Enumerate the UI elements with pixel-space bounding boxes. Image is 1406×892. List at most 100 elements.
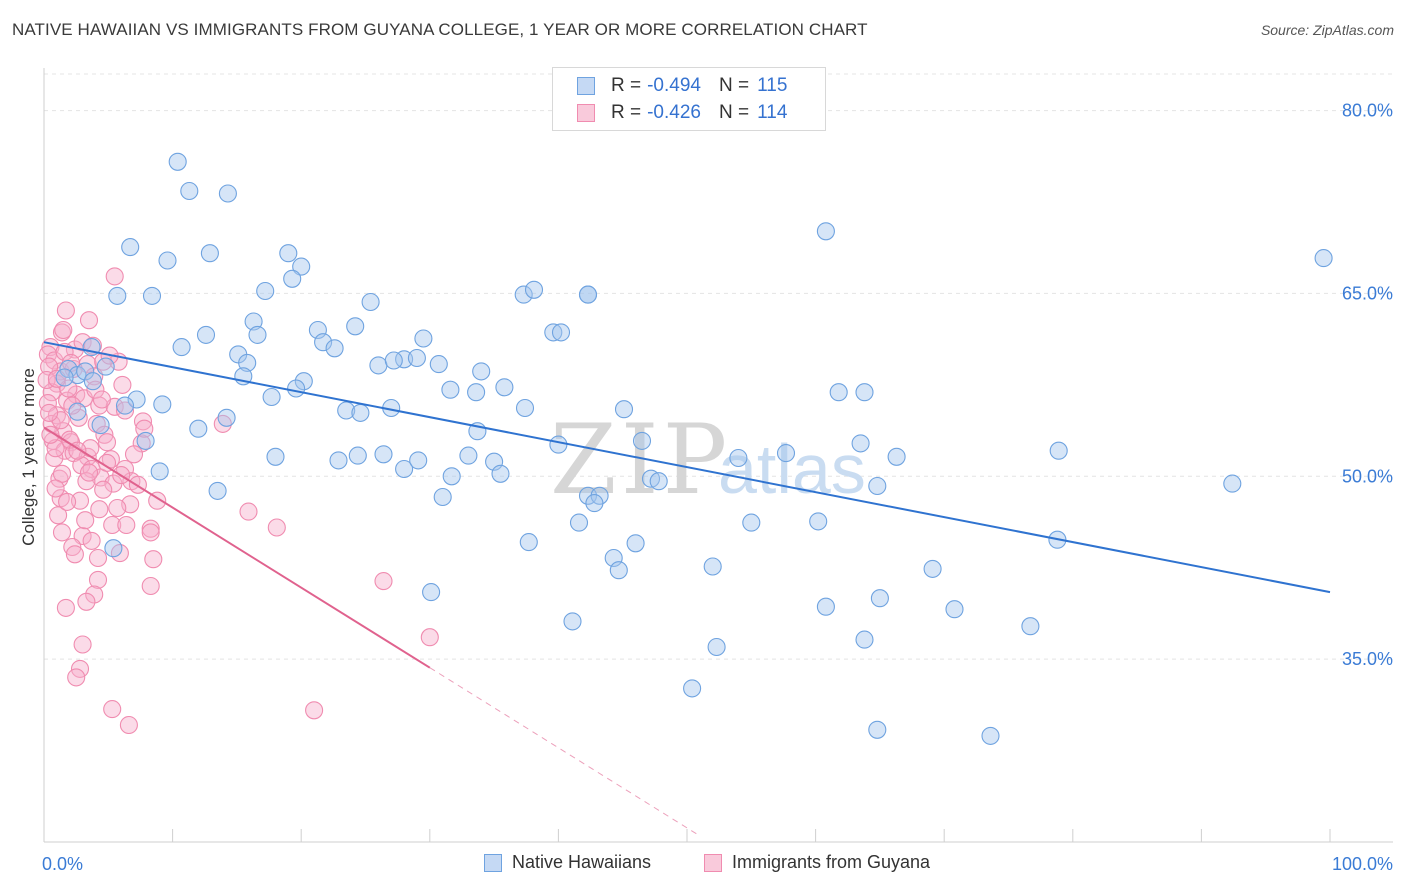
- point-guyana: [54, 320, 73, 340]
- point-native-hawaiian: [108, 286, 127, 305]
- point-native-hawaiian: [945, 600, 964, 619]
- point-guyana: [90, 500, 109, 519]
- point-native-hawaiian: [115, 396, 135, 415]
- chart-title: NATIVE HAWAIIAN VS IMMIGRANTS FROM GUYAN…: [12, 20, 868, 39]
- point-native-hawaiian: [868, 720, 887, 739]
- point-guyana: [105, 267, 124, 286]
- point-native-hawaiian: [816, 222, 835, 241]
- point-native-hawaiian: [217, 408, 236, 427]
- point-guyana: [51, 411, 70, 430]
- point-native-hawaiian: [266, 447, 285, 466]
- point-native-hawaiian: [816, 597, 835, 616]
- point-native-hawaiian: [136, 431, 155, 450]
- point-guyana: [79, 311, 99, 330]
- point-guyana: [45, 448, 64, 468]
- watermark-atlas: atlas: [718, 430, 866, 508]
- point-native-hawaiian: [189, 419, 208, 438]
- point-native-hawaiian: [614, 400, 634, 419]
- legend-swatch-pink: [704, 853, 722, 872]
- point-guyana: [420, 628, 439, 647]
- legend-row-guyana: R = -0.426 N = 114: [577, 101, 787, 125]
- point-native-hawaiian: [374, 445, 393, 464]
- point-guyana: [124, 445, 144, 464]
- legend-item-native-hawaiians[interactable]: Native Hawaiians: [484, 852, 651, 873]
- point-native-hawaiian: [632, 431, 652, 450]
- point-guyana: [117, 515, 136, 535]
- point-native-hawaiian: [279, 244, 298, 263]
- legend-n-label: N =: [718, 75, 750, 96]
- point-native-hawaiian: [142, 286, 162, 305]
- point-native-hawaiian: [1223, 474, 1242, 493]
- point-guyana: [40, 403, 59, 422]
- point-guyana: [305, 701, 324, 720]
- point-native-hawaiian: [459, 446, 478, 465]
- y-axis-label: College, 1 year or more: [19, 368, 38, 546]
- point-guyana: [94, 480, 113, 499]
- legend-label-native-hawaiians: Native Hawaiians: [512, 852, 652, 872]
- legend-r-value: -0.494: [647, 75, 701, 96]
- point-native-hawaiian: [1049, 441, 1068, 460]
- point-native-hawaiian: [91, 416, 110, 435]
- legend-r-value: -0.426: [647, 102, 701, 123]
- point-native-hawaiian: [442, 467, 461, 486]
- point-native-hawaiian: [292, 257, 311, 276]
- point-guyana: [76, 511, 95, 530]
- point-native-hawaiian: [829, 383, 848, 402]
- point-native-hawaiian: [887, 447, 906, 466]
- point-native-hawaiian: [409, 451, 428, 470]
- legend-n-value: 114: [757, 102, 788, 123]
- point-guyana: [144, 550, 163, 569]
- point-guyana: [47, 369, 66, 388]
- point-native-hawaiian: [742, 513, 761, 532]
- point-native-hawaiian: [196, 325, 216, 344]
- point-native-hawaiian: [168, 152, 187, 171]
- point-guyana: [133, 412, 153, 431]
- point-native-hawaiian: [569, 513, 589, 532]
- point-native-hawaiian: [429, 355, 448, 374]
- point-guyana: [103, 700, 122, 719]
- point-native-hawaiian: [294, 372, 313, 391]
- point-native-hawaiian: [104, 539, 123, 558]
- point-guyana: [63, 537, 82, 557]
- point-native-hawaiian: [287, 379, 306, 398]
- point-native-hawaiian: [218, 184, 237, 203]
- point-guyana: [141, 576, 160, 596]
- point-native-hawaiian: [649, 472, 668, 491]
- trend-line-guyana-extension: [429, 667, 701, 837]
- point-native-hawaiian: [609, 561, 628, 580]
- point-native-hawaiian: [153, 395, 172, 414]
- point-guyana: [103, 515, 122, 535]
- point-native-hawaiian: [544, 323, 563, 342]
- point-native-hawaiian: [855, 630, 874, 649]
- point-native-hawaiian: [585, 494, 604, 513]
- point-native-hawaiian: [868, 476, 887, 496]
- point-native-hawaiian: [870, 589, 889, 608]
- point-native-hawaiian: [172, 338, 191, 357]
- point-guyana: [79, 463, 99, 482]
- point-guyana: [267, 518, 286, 537]
- point-guyana: [70, 491, 90, 510]
- legend-item-guyana[interactable]: Immigrants from Guyana: [704, 852, 930, 873]
- point-guyana: [58, 492, 77, 511]
- point-native-hawaiian: [150, 462, 169, 481]
- point-native-hawaiian: [200, 244, 219, 263]
- point-native-hawaiian: [96, 357, 115, 376]
- point-guyana: [88, 548, 108, 568]
- point-native-hawaiian: [238, 353, 257, 372]
- trend-line-guyana: [43, 426, 431, 669]
- point-native-hawaiian: [855, 383, 874, 402]
- point-native-hawaiian: [683, 679, 702, 698]
- point-guyana: [88, 570, 108, 589]
- data-points: [37, 152, 1333, 745]
- point-native-hawaiian: [981, 726, 1000, 745]
- point-guyana: [67, 668, 86, 687]
- point-guyana: [63, 396, 82, 415]
- point-guyana: [46, 479, 65, 498]
- point-native-hawaiian: [524, 280, 544, 299]
- point-native-hawaiian: [55, 368, 74, 387]
- point-native-hawaiian: [514, 285, 533, 304]
- point-guyana: [92, 390, 111, 409]
- point-native-hawaiian: [472, 362, 491, 381]
- point-native-hawaiian: [329, 451, 348, 470]
- point-native-hawaiian: [776, 444, 796, 463]
